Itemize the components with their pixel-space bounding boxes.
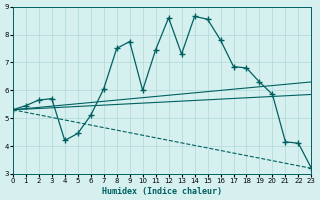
X-axis label: Humidex (Indice chaleur): Humidex (Indice chaleur) [102,187,222,196]
